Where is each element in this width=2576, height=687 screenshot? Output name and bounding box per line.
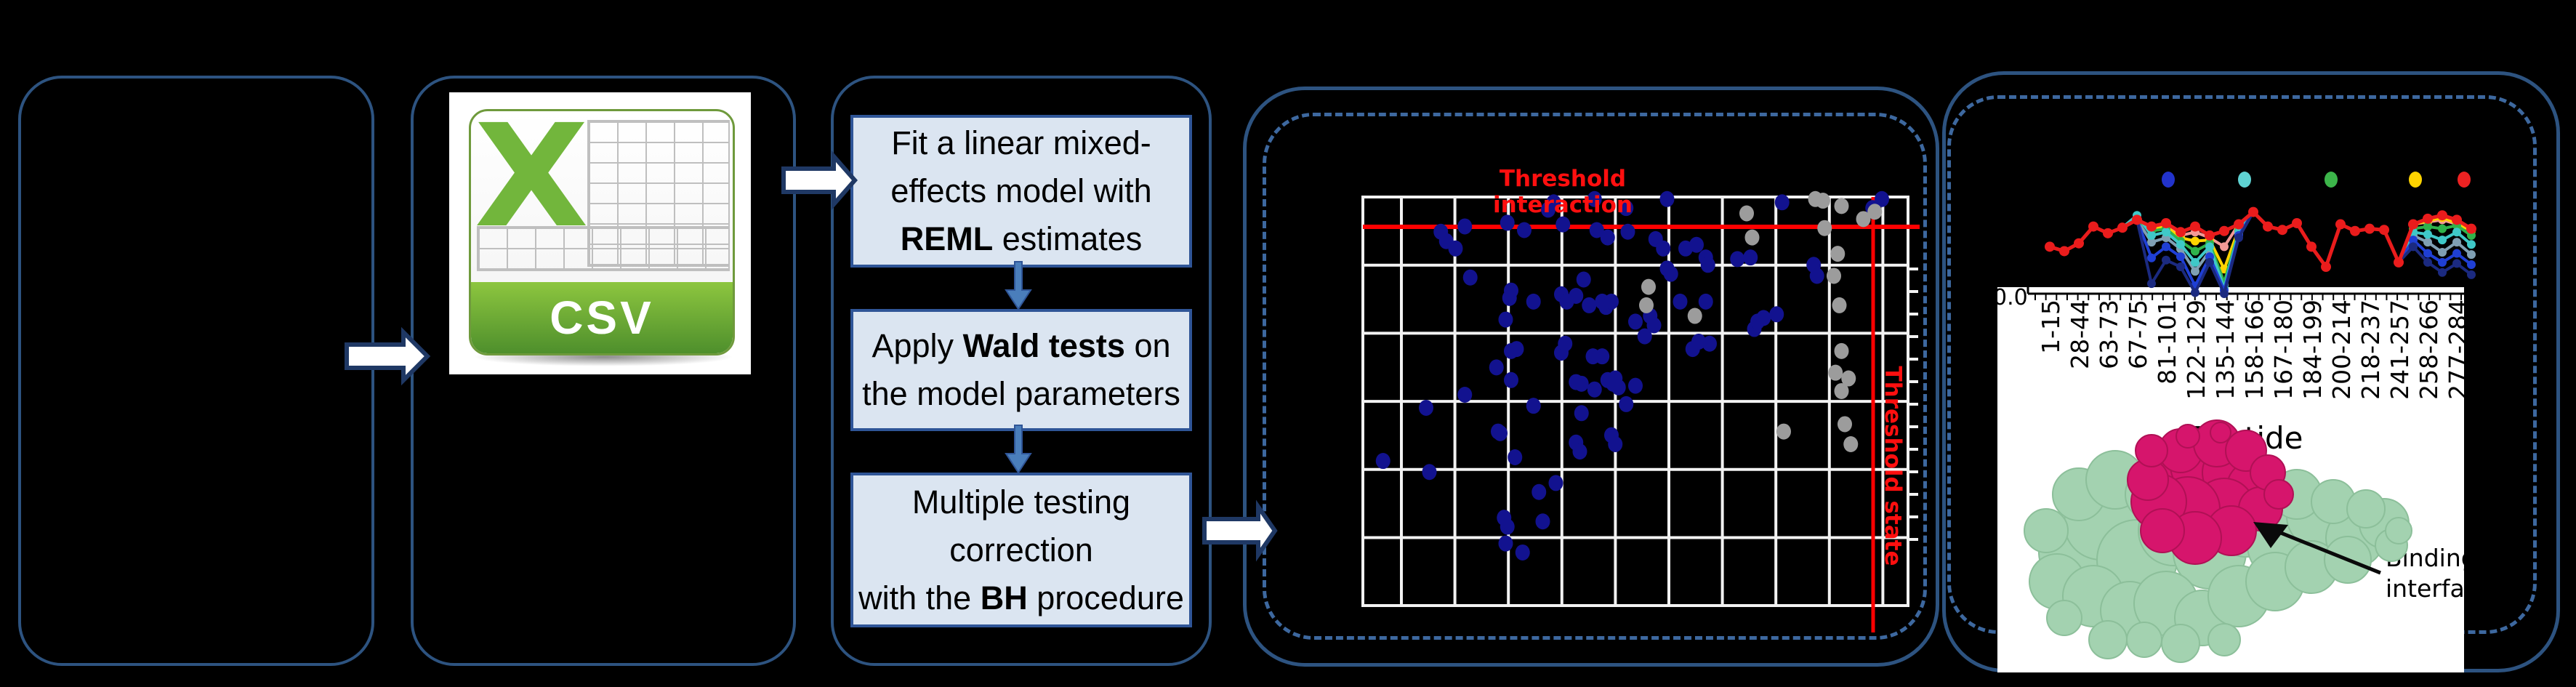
- threshold-interaction-label: Threshold interaction: [1493, 166, 1633, 218]
- uptake-points-t8: [2045, 206, 2476, 273]
- csv-banner-label: CSV: [550, 292, 654, 344]
- threshold-state-label: Threshold state: [1880, 366, 1906, 566]
- binding-label-line2: interface: [2386, 574, 2464, 603]
- uptake-series-t8: [2049, 210, 2473, 269]
- uptake-series-t7: [2049, 210, 2473, 295]
- volcano-scatter-plot: [1361, 190, 1920, 632]
- dashed-frame-volcano: [1263, 113, 1927, 640]
- legend-dot-3: [2409, 172, 2422, 188]
- uptake-line-chart: [2026, 172, 2476, 300]
- panel-input: [18, 76, 374, 666]
- scatter-points-non-significant: [1639, 190, 1883, 453]
- legend-dot-0: [2162, 172, 2175, 188]
- spreadsheet-grid-lower-icon: [477, 226, 730, 271]
- legend-dot-1: [2238, 172, 2251, 188]
- protein-structure-image: [2024, 419, 2412, 663]
- arrow-box2-to-box3: [1005, 425, 1032, 474]
- scatter-points-significant: [1375, 190, 1889, 561]
- arrow-pipeline-to-results: [1202, 499, 1278, 562]
- panel-pipeline: [831, 76, 1212, 666]
- excel-x-icon: X: [474, 109, 589, 259]
- legend-dot-4: [2458, 172, 2471, 188]
- y-axis-tick-0: 0.0: [1993, 285, 2028, 310]
- panel-results-volcano: [1243, 87, 1939, 667]
- binding-interface-arrowhead: [2253, 522, 2288, 548]
- csv-banner: CSV: [471, 282, 733, 353]
- arrow-input-to-csv: [345, 326, 431, 386]
- flow-step-bh-correction: Multiple testing correction with the BH pr…: [850, 473, 1192, 627]
- legend-dot-2: [2325, 172, 2338, 188]
- csv-file-icon: X CSV: [469, 109, 735, 355]
- binding-interface-arrow: [2273, 528, 2381, 575]
- flow-step-fit-model: Fit a linear mixed-effects model with REM…: [850, 115, 1192, 268]
- arrow-box1-to-box2: [1005, 261, 1032, 310]
- arrow-csv-to-pipeline: [781, 150, 858, 210]
